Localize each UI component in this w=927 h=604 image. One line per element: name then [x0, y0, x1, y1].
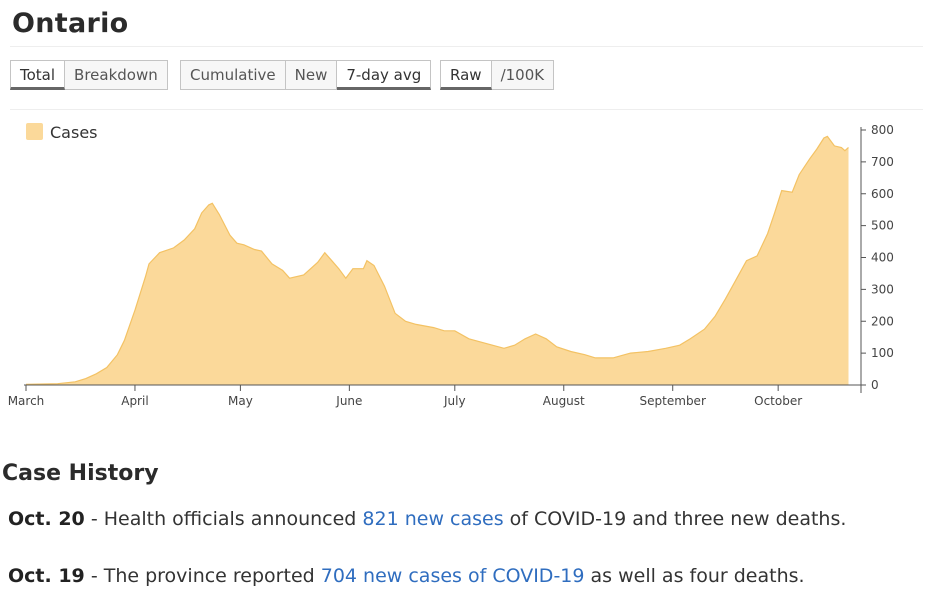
y-tick-label: 100 [871, 346, 894, 360]
metric-toggle-group: Cumulative New 7-day avg [180, 60, 432, 90]
x-axis-ticks: March April May June July August September Octo… [8, 385, 802, 408]
x-tick-label: August [543, 394, 585, 408]
legend[interactable]: Cases [26, 123, 98, 142]
seven-day-avg-button[interactable]: 7-day avg [337, 60, 432, 90]
x-tick-label: July [443, 394, 466, 408]
x-tick-label: October [754, 394, 802, 408]
breakdown-button[interactable]: Breakdown [65, 60, 168, 90]
new-cases-link[interactable]: 704 new cases of COVID-19 [320, 565, 585, 587]
y-tick-label: 400 [871, 251, 894, 265]
divider [10, 109, 923, 110]
history-date: Oct. 19 [8, 565, 85, 587]
history-text: - Health officials announced [84, 508, 363, 530]
scale-toggle-group: Raw /100K [440, 60, 555, 90]
raw-button[interactable]: Raw [440, 60, 492, 90]
y-tick-label: 700 [871, 155, 894, 169]
cases-area-chart: Cases March April May June July August Septemb… [8, 123, 894, 408]
new-button[interactable]: New [285, 60, 338, 90]
view-toggle-group: Total Breakdown [10, 60, 168, 90]
x-tick-label: September [640, 394, 706, 408]
history-date: Oct. 20 [8, 508, 85, 530]
y-axis-ticks: 0 100 200 300 400 500 600 700 800 [861, 123, 894, 392]
cases-area [26, 136, 849, 385]
y-tick-label: 800 [871, 123, 894, 137]
x-tick-label: June [335, 394, 362, 408]
page-title: Ontario [12, 8, 129, 39]
y-tick-label: 600 [871, 187, 894, 201]
y-tick-label: 300 [871, 282, 894, 296]
y-tick-label: 200 [871, 314, 894, 328]
case-history-item: Oct. 20 - Health officials announced 821… [8, 508, 846, 530]
x-tick-label: May [228, 394, 253, 408]
x-tick-label: March [8, 394, 45, 408]
y-tick-label: 0 [871, 378, 879, 392]
divider [10, 46, 923, 47]
history-text: as well as four deaths. [584, 565, 805, 587]
case-history-title: Case History [2, 461, 159, 486]
history-text: of COVID-19 and three new deaths. [503, 508, 847, 530]
case-history-item: Oct. 19 - The province reported 704 new … [8, 565, 805, 587]
x-tick-label: April [121, 394, 148, 408]
y-tick-label: 500 [871, 219, 894, 233]
cumulative-button[interactable]: Cumulative [180, 60, 286, 90]
new-cases-link[interactable]: 821 new cases [362, 508, 504, 530]
history-text: - The province reported [84, 565, 321, 587]
legend-label: Cases [50, 123, 98, 142]
cases-line [25, 135, 849, 385]
per-100k-button[interactable]: /100K [491, 60, 555, 90]
total-button[interactable]: Total [10, 60, 66, 90]
legend-swatch [26, 123, 43, 140]
